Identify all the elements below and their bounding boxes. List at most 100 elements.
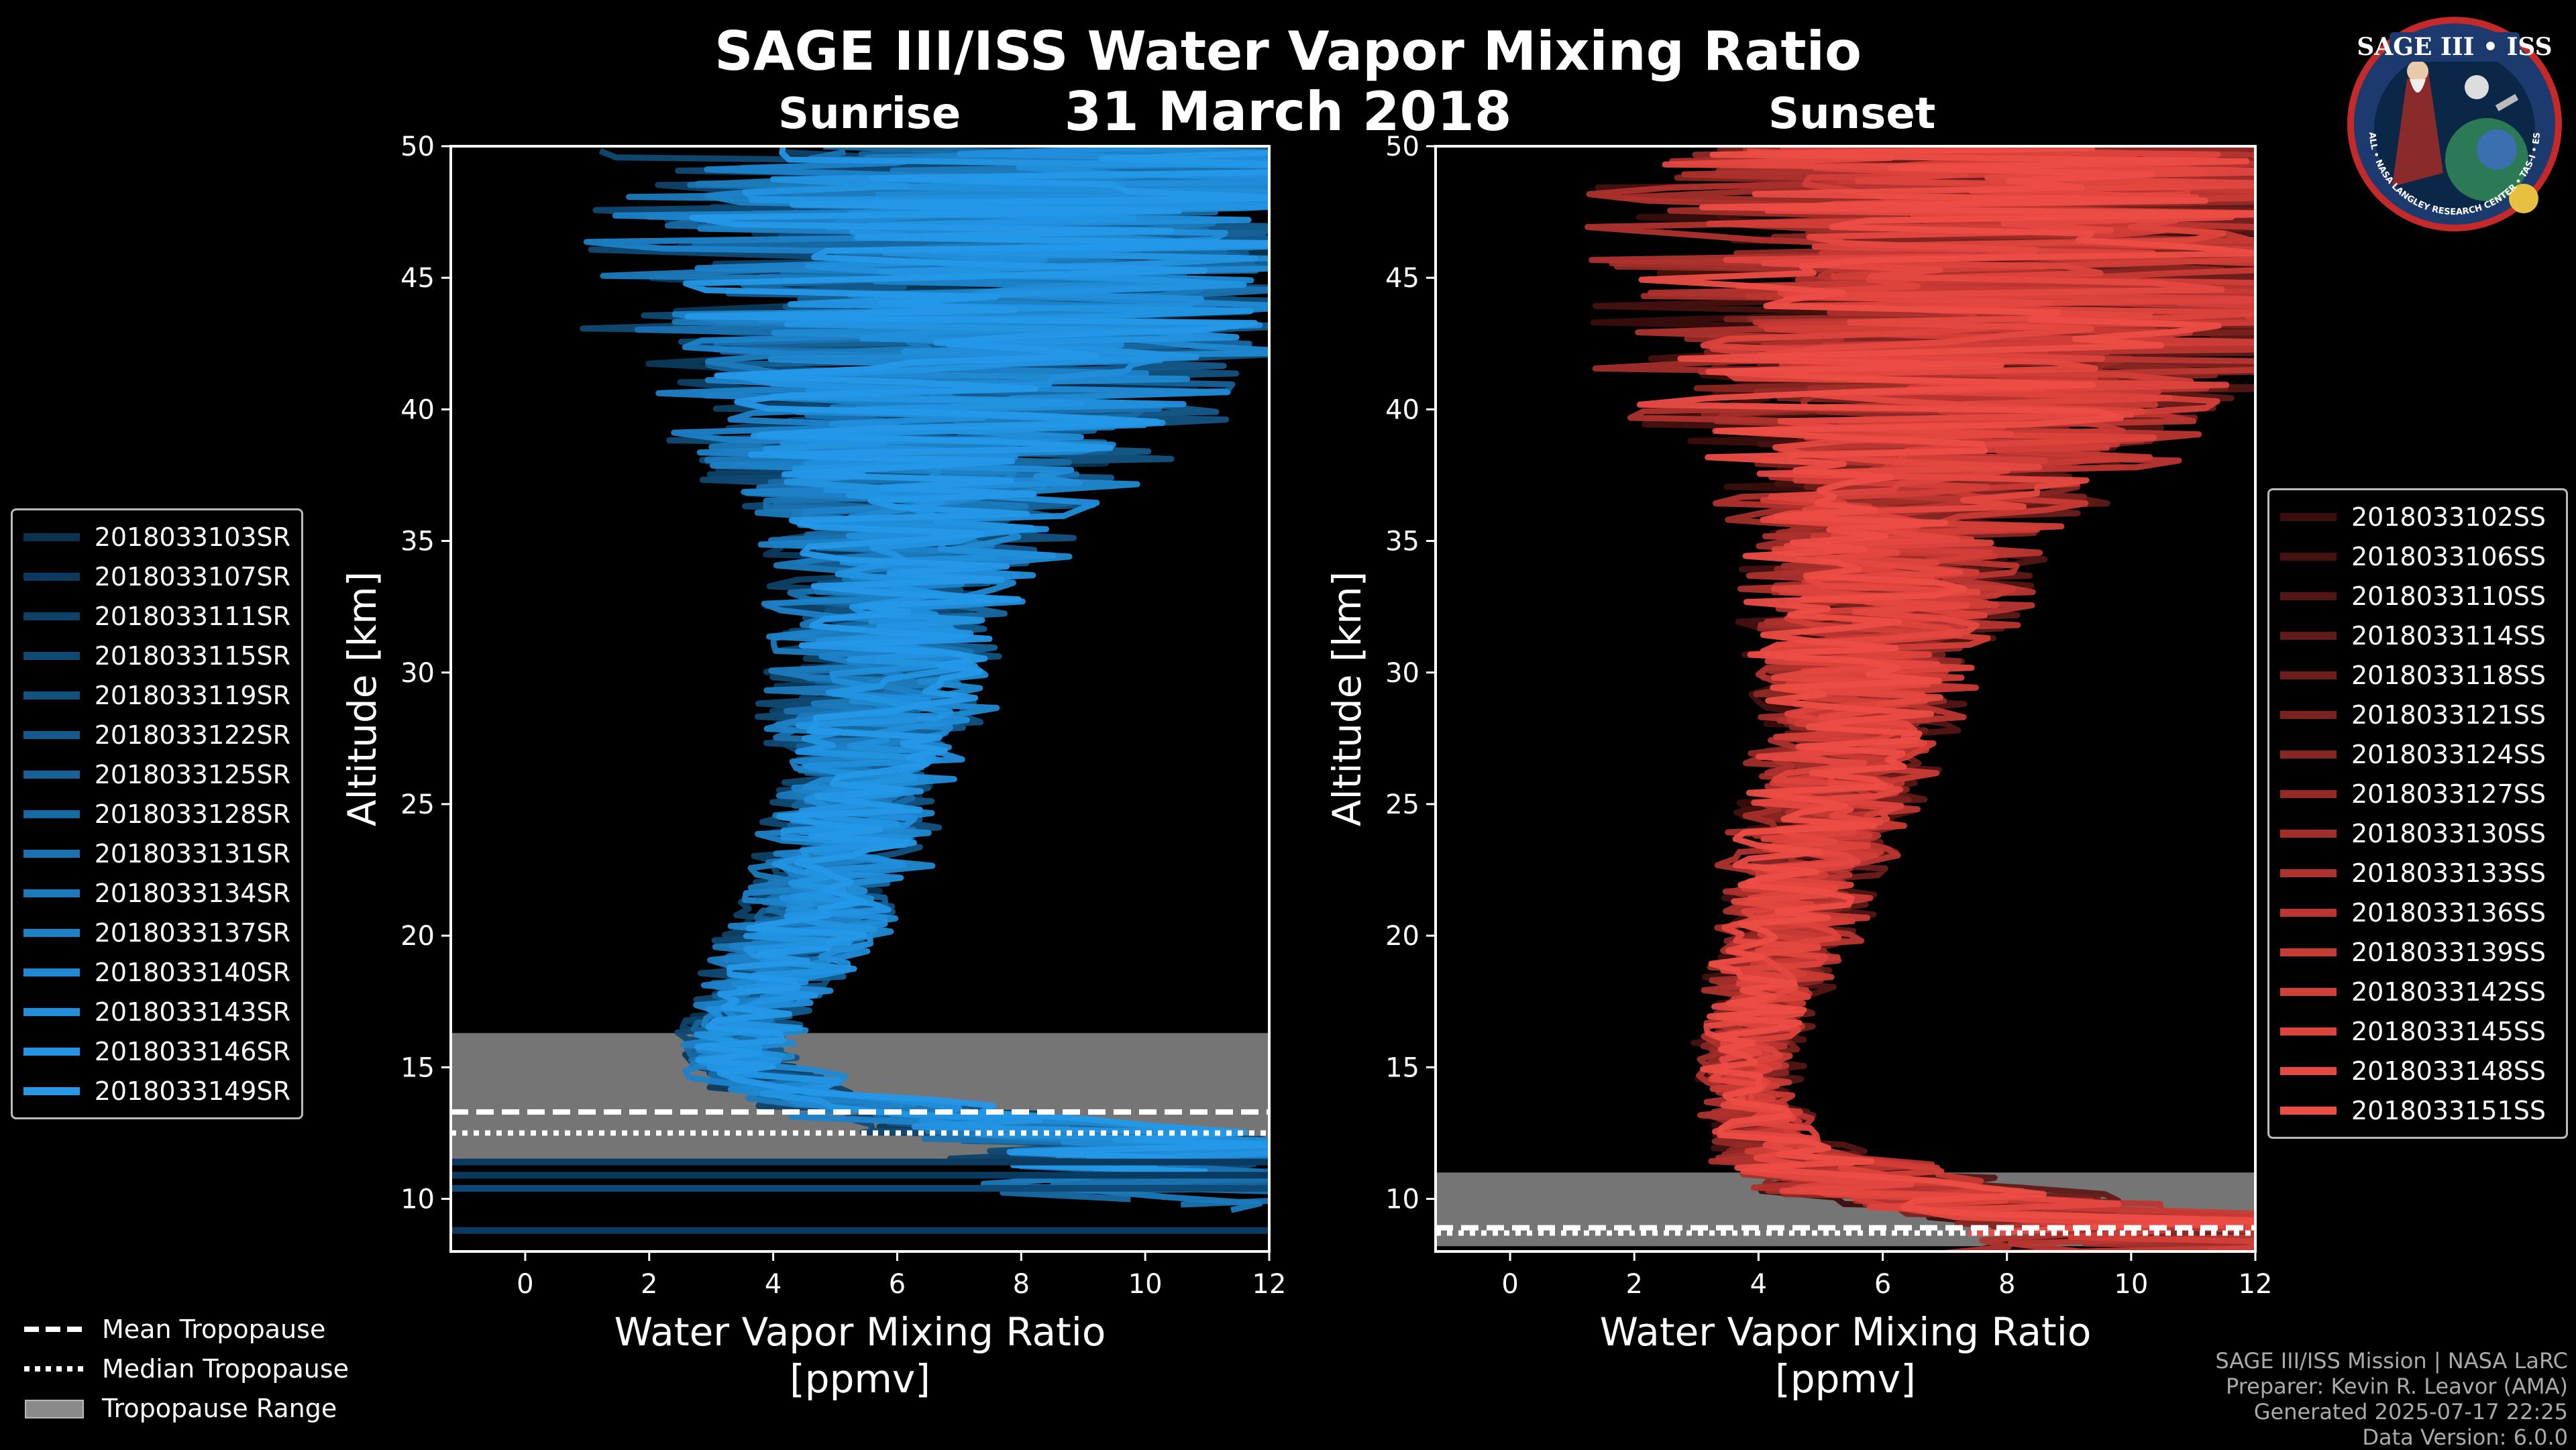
legend-median-label: Median Tropopause	[102, 1353, 349, 1384]
legend-swatch	[23, 968, 80, 977]
sunrise-legend-item: 2018033137SR	[23, 913, 290, 952]
legend-swatch	[2280, 1066, 2337, 1075]
sunrise-ytick-label: 40	[400, 394, 435, 425]
dashed-line-icon	[24, 1326, 86, 1332]
legend-label: 2018033131SR	[94, 838, 290, 869]
sunset-legend-item: 2018033145SS	[2280, 1011, 2555, 1051]
sunset-legend-item: 2018033121SS	[2280, 695, 2555, 734]
legend-swatch	[23, 810, 80, 818]
legend-label: 2018033146SR	[94, 1036, 290, 1066]
sunset-ytick-label: 40	[1385, 394, 1419, 425]
sunrise-legend-item: 2018033111SR	[23, 596, 290, 636]
legend-swatch	[2280, 987, 2337, 996]
tropopause-legend: Mean Tropopause Median Tropopause Tropop…	[24, 1309, 349, 1428]
sunrise-legend-item: 2018033143SR	[23, 992, 290, 1031]
legend-swatch	[2280, 512, 2337, 521]
legend-swatch	[23, 1047, 80, 1056]
sunrise-legend-item: 2018033128SR	[23, 794, 290, 834]
legend-swatch	[2280, 631, 2337, 640]
sunset-legend-item: 2018033114SS	[2280, 616, 2555, 655]
legend-swatch	[2280, 671, 2337, 679]
legend-swatch	[2280, 552, 2337, 561]
sunrise-profiles	[451, 146, 1269, 1234]
credit-generated: Generated 2025-07-17 22:25	[2253, 1399, 2568, 1425]
legend-label: 2018033143SR	[94, 997, 290, 1027]
sunrise-plot-area: 0 2 4 6 8 10 12 10 15 20 25 30 35 40 45 50 Water Vapor M…	[339, 131, 1287, 1402]
legend-label: 2018033142SS	[2351, 977, 2546, 1007]
sunset-xtick-label: 8	[1998, 1269, 2015, 1300]
legend-label: 2018033107SR	[94, 561, 290, 592]
legend-range-label: Tropopause Range	[102, 1393, 337, 1423]
sunset-ytick-label: 35	[1385, 526, 1419, 557]
legend-label: 2018033124SS	[2351, 739, 2546, 769]
sunset-axes-frame	[1434, 145, 2257, 1253]
sunset-xaxis-label: [ppmv]	[1775, 1356, 1916, 1402]
dotted-line-icon	[24, 1365, 86, 1372]
sunrise-xtick-label: 10	[1128, 1269, 1163, 1300]
legend-label: 2018033102SS	[2351, 502, 2546, 532]
sunset-legend-item: 2018033136SS	[2280, 893, 2555, 932]
legend-swatch	[23, 533, 80, 541]
sunrise-legend-item: 2018033122SR	[23, 715, 290, 755]
sunset-ytick-label: 45	[1385, 263, 1419, 294]
sunrise-xtick-label: 2	[641, 1269, 657, 1300]
sunset-legend-item: 2018033148SS	[2280, 1051, 2555, 1091]
legend-label: 2018033118SS	[2351, 660, 2546, 690]
sunset-legend-item: 2018033142SS	[2280, 972, 2555, 1011]
sunset-profiles	[1585, 146, 2255, 1251]
sunset-legend: 2018033102SS 2018033106SS 2018033110SS 2018…	[2267, 488, 2568, 1139]
sunrise-ytick-label: 50	[400, 131, 435, 162]
credits: SAGE III/ISS Mission | NASA LaRC Prepare…	[2215, 1348, 2568, 1450]
sunrise-legend-item: 2018033107SR	[23, 557, 290, 596]
sunrise-legend-item: 2018033115SR	[23, 636, 290, 675]
sunrise-xaxis-label: Water Vapor Mixing Ratio	[614, 1309, 1106, 1355]
sunset-legend-item: 2018033127SS	[2280, 774, 2555, 814]
sun-icon	[2509, 184, 2538, 213]
legend-swatch	[23, 928, 80, 937]
figure-title: SAGE III/ISS Water Vapor Mixing Ratio	[714, 20, 1862, 82]
legend-label: 2018033145SS	[2351, 1016, 2546, 1046]
legend-swatch	[23, 572, 80, 581]
legend-label: 2018033148SS	[2351, 1056, 2546, 1086]
legend-swatch	[2280, 948, 2337, 956]
figure-robe-icon	[2392, 71, 2443, 186]
sunrise-legend-item: 2018033131SR	[23, 834, 290, 873]
legend-label: 2018033111SR	[94, 601, 290, 631]
legend-label: 2018033151SS	[2351, 1095, 2546, 1125]
sunset-xtick-label: 2	[1626, 1269, 1643, 1300]
legend-swatch	[23, 1086, 80, 1095]
legend-label: 2018033149SR	[94, 1076, 290, 1106]
sunset-legend-item: 2018033118SS	[2280, 655, 2555, 695]
sunrise-legend-item: 2018033140SR	[23, 952, 290, 992]
sunrise-xtick-label: 4	[765, 1269, 782, 1300]
moon-icon	[2465, 75, 2489, 99]
range-swatch-icon	[25, 1399, 84, 1418]
legend-label: 2018033106SS	[2351, 541, 2546, 571]
credit-preparer: Preparer: Kevin R. Leavor (AMA)	[2225, 1374, 2568, 1399]
legend-label: 2018033130SS	[2351, 818, 2546, 848]
legend-swatch	[2280, 908, 2337, 917]
sunset-ytick-label: 20	[1385, 921, 1419, 952]
legend-swatch	[2280, 750, 2337, 759]
figure-date: 31 March 2018	[1064, 80, 1512, 143]
sunset-legend-item: 2018033102SS	[2280, 497, 2555, 537]
sunrise-xtick-label: 12	[1252, 1269, 1287, 1300]
sunset-legend-item: 2018033139SS	[2280, 932, 2555, 972]
legend-label: 2018033139SS	[2351, 937, 2546, 967]
sunrise-ytick-label: 15	[400, 1052, 435, 1083]
legend-mean-label: Mean Tropopause	[102, 1314, 326, 1344]
legend-swatch	[23, 770, 80, 779]
legend-swatch	[23, 730, 80, 739]
sunrise-legend-item: 2018033119SR	[23, 675, 290, 715]
sunset-ytick-label: 10	[1385, 1184, 1419, 1215]
legend-label: 2018033133SS	[2351, 858, 2546, 888]
sunset-ytick-label: 50	[1385, 131, 1419, 162]
sunrise-ytick-label: 35	[400, 526, 435, 557]
series-2018033151SS	[1636, 146, 2255, 1237]
legend-label: 2018033137SR	[94, 917, 290, 948]
legend-label: 2018033115SR	[94, 640, 290, 671]
sunset-xaxis-label: Water Vapor Mixing Ratio	[1600, 1309, 2092, 1355]
sunrise-legend-item: 2018033125SR	[23, 755, 290, 794]
sunset-legend-item: 2018033106SS	[2280, 537, 2555, 576]
